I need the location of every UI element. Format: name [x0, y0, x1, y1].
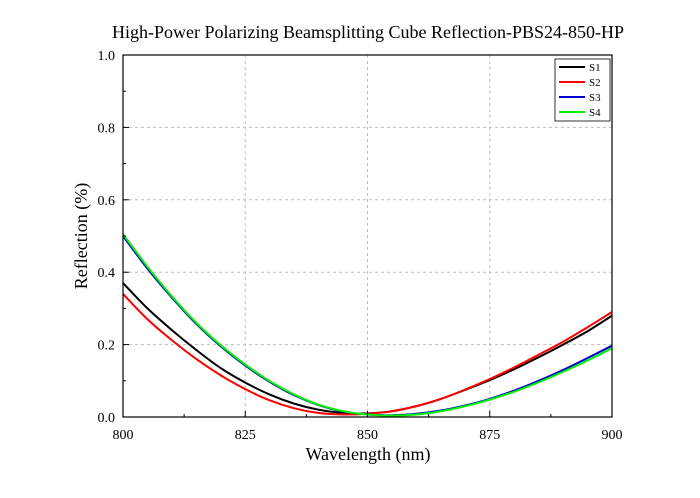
y-tick-label: 0.4 [98, 266, 116, 281]
grid [123, 55, 612, 417]
x-axis: 800 825 850 875 900 [113, 411, 623, 443]
legend-label-s4: S4 [589, 107, 601, 119]
legend-box [554, 58, 611, 122]
y-axis-label: Reflection (%) [71, 183, 92, 289]
x-tick-label: 825 [235, 428, 256, 443]
x-tick-label: 800 [113, 428, 134, 443]
x-tick-label: 850 [357, 428, 378, 443]
y-tick-label: 0.8 [98, 121, 116, 136]
legend-label-s2: S2 [589, 77, 601, 89]
legend-label-s3: S3 [589, 92, 601, 104]
y-tick-label: 0.0 [98, 411, 116, 426]
legend: S1 S2 S3 S4 [554, 58, 611, 122]
legend-label-s1: S1 [589, 62, 601, 74]
y-tick-label: 1.0 [98, 49, 116, 64]
x-tick-label: 875 [479, 428, 500, 443]
x-tick-label: 900 [602, 428, 623, 443]
chart-title: High-Power Polarizing Beamsplitting Cube… [112, 22, 624, 42]
y-axis: 0.0 0.2 0.4 0.6 0.8 1.0 [98, 49, 129, 426]
y-tick-label: 0.6 [98, 194, 116, 209]
series-line-s2 [122, 293, 613, 416]
y-tick-label: 0.2 [98, 339, 116, 354]
x-axis-label: Wavelength (nm) [305, 444, 430, 465]
